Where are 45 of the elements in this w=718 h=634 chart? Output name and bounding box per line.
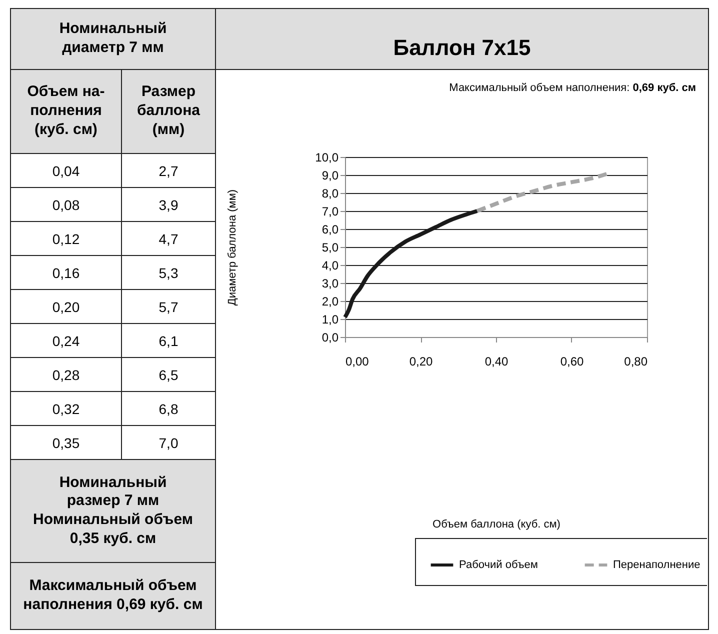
text: 7,0 xyxy=(158,434,178,450)
y-axis-title: Диаметр баллона (мм) xyxy=(226,189,238,306)
x-tick-label: 0,40 xyxy=(484,354,508,368)
text: 0,20 xyxy=(52,298,80,314)
text: 0,16 xyxy=(52,264,80,280)
y-tick-label: 7,0 xyxy=(322,204,339,218)
text: 0,12 xyxy=(52,230,80,246)
text: 0,32 xyxy=(52,400,80,416)
y-tick-label: 8,0 xyxy=(322,186,339,200)
text: Номинальный диаметр 7 мм xyxy=(58,20,168,58)
y-tick-label: 2,0 xyxy=(322,294,339,308)
text: 0,28 xyxy=(52,366,80,382)
text: 4,7 xyxy=(158,230,178,246)
x-axis-title: Объем баллона (куб. см) xyxy=(432,518,560,530)
y-tick-label: 3,0 xyxy=(322,276,339,290)
text: 6,8 xyxy=(158,400,178,416)
y-tick-label: 1,0 xyxy=(322,312,339,326)
text: Максимальный объем наполнения: 0,69 куб. см xyxy=(449,82,696,94)
legend-label: Перенаполнение xyxy=(613,559,700,571)
text: Номинальный размер 7 мм Номинальный объем 0,35 куб. см xyxy=(32,474,194,548)
chart-title: Баллон 7x15 xyxy=(393,34,531,62)
x-tick-label: 0,00 xyxy=(346,354,370,368)
text: 0,08 xyxy=(52,196,80,212)
text: 5,3 xyxy=(158,264,178,280)
text: 3,9 xyxy=(158,196,178,212)
text: Объем на-полнения (куб. см) xyxy=(26,83,106,140)
text: 0,24 xyxy=(52,332,80,348)
y-tick-label: 6,0 xyxy=(322,222,339,236)
y-tick-label: 10,0 xyxy=(315,150,339,164)
text: 6,1 xyxy=(158,332,178,348)
text: Максимальный объем наполнения 0,69 куб. см xyxy=(22,577,204,615)
y-tick-label: 5,0 xyxy=(322,240,339,254)
x-tick-label: 0,20 xyxy=(409,354,433,368)
x-tick-label: 0,60 xyxy=(560,354,584,368)
text: 0,35 xyxy=(52,434,80,450)
y-tick-label: 4,0 xyxy=(322,258,339,272)
text: 5,7 xyxy=(158,298,178,314)
text: 0,04 xyxy=(52,162,80,178)
y-tick-label: 0,0 xyxy=(322,330,339,344)
text: Размер баллона (мм) xyxy=(136,83,201,140)
text: 2,7 xyxy=(158,162,178,178)
x-tick-label: 0,80 xyxy=(624,354,648,368)
text: 6,5 xyxy=(158,366,178,382)
legend-label: Рабочий объем xyxy=(459,559,538,571)
y-tick-label: 9,0 xyxy=(322,168,339,182)
